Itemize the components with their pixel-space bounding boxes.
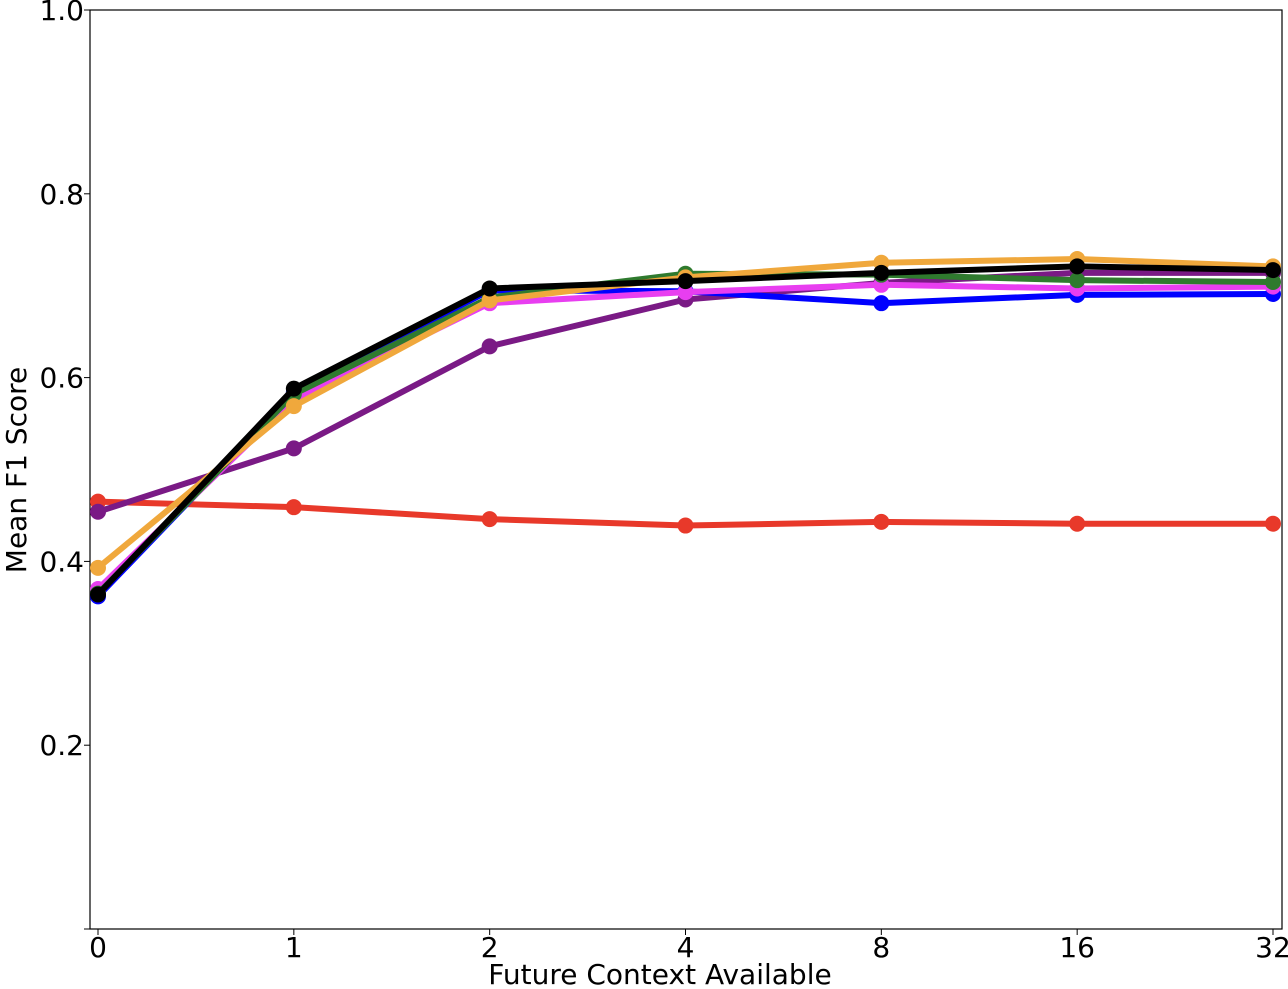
series-line-magenta <box>95 281 1276 592</box>
data-point-red <box>1265 515 1281 532</box>
x-tick-label: 4 <box>677 931 695 964</box>
x-axis-ticks: 0 1 2 4 8 16 32 <box>89 929 1288 964</box>
data-point-red <box>873 513 890 530</box>
data-point-black <box>677 273 694 290</box>
x-tick-label: 8 <box>872 931 890 964</box>
y-tick-label: 0.4 <box>39 545 84 578</box>
plot-area-border <box>89 9 1283 930</box>
series-magenta <box>90 276 1281 597</box>
y-tick-label: 1.0 <box>39 0 84 27</box>
series-line-purple <box>95 269 1276 515</box>
data-point-green <box>1265 274 1281 291</box>
data-point-orange <box>285 398 302 415</box>
series-line-black <box>95 263 1276 598</box>
data-point-black <box>873 264 890 281</box>
data-point-purple <box>481 338 498 355</box>
series-blue <box>90 282 1281 605</box>
x-tick-label: 0 <box>89 931 107 964</box>
x-tick-label: 16 <box>1059 931 1095 964</box>
data-point-orange <box>90 559 106 576</box>
data-point-orange <box>481 292 498 309</box>
y-axis-label: Mean F1 Score <box>0 367 33 573</box>
data-point-red <box>677 517 694 534</box>
series-black <box>90 258 1281 603</box>
y-tick-label: 0.6 <box>39 362 84 395</box>
plot-frame <box>89 9 1283 930</box>
series-red <box>90 493 1281 534</box>
y-axis-ticks: 0.2 0.4 0.6 0.8 1.0 <box>39 0 90 930</box>
data-point-purple <box>90 503 106 520</box>
series-line-green <box>95 270 1276 597</box>
data-point-red <box>285 499 302 516</box>
x-tick-label: 32 <box>1255 931 1288 964</box>
data-point-red <box>481 511 498 528</box>
series-line-blue <box>95 287 1276 600</box>
series-group <box>90 251 1281 605</box>
data-point-black <box>285 380 302 397</box>
data-point-purple <box>285 440 302 457</box>
data-point-black <box>1069 258 1086 275</box>
data-point-red <box>1069 515 1086 532</box>
data-point-green <box>1069 272 1086 289</box>
data-point-black <box>1265 262 1281 279</box>
data-point-blue <box>873 295 890 312</box>
series-purple <box>90 264 1281 520</box>
x-tick-label: 2 <box>481 931 499 964</box>
series-green <box>90 265 1281 602</box>
y-tick-label: 0.8 <box>39 178 84 211</box>
x-axis-label: Future Context Available <box>488 958 831 989</box>
data-point-black <box>481 280 498 297</box>
y-tick-label: 0.2 <box>39 729 84 762</box>
x-tick-label: 1 <box>285 931 303 964</box>
data-point-magenta <box>677 284 694 301</box>
data-point-black <box>90 586 106 603</box>
